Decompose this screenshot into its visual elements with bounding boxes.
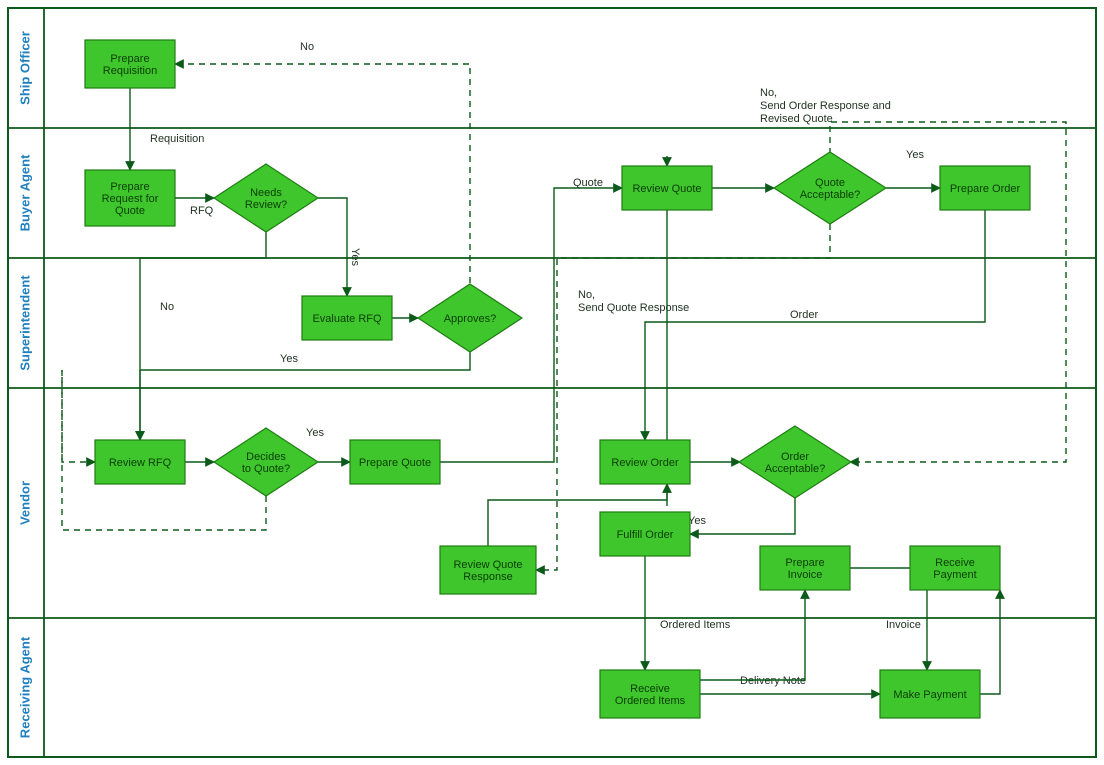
decision-label: Approves? (444, 313, 497, 325)
decision-label: Acceptable? (800, 189, 861, 201)
decision-label: to Quote? (242, 463, 290, 475)
edge (700, 590, 805, 680)
process-label: Review Quote (632, 183, 701, 195)
lane-label-super: Superintendent (17, 275, 32, 371)
edge (175, 64, 470, 283)
process-label: Prepare Quote (359, 457, 431, 469)
process-label: Receive (630, 683, 670, 695)
lane-label-recv: Receiving Agent (17, 636, 32, 738)
edge-label: Yes (906, 149, 924, 161)
process-label: Prepare (110, 181, 149, 193)
process-label: Requisition (103, 65, 157, 77)
edge-label: No, (578, 289, 595, 301)
decision-label: Acceptable? (765, 463, 826, 475)
edge (140, 232, 266, 440)
process-label: Invoice (788, 569, 823, 581)
edge (318, 198, 347, 296)
process-label: Ordered Items (615, 695, 686, 707)
process-label: Review Quote (453, 559, 522, 571)
edge (140, 352, 470, 370)
edge-label: Yes (280, 353, 298, 365)
edge (980, 590, 1000, 694)
edge-label: No, (760, 87, 777, 99)
swimlane-flowchart: Ship Officer Buyer Agent Superintendent Ven… (0, 0, 1104, 765)
process-label: Prepare (110, 53, 149, 65)
edge (645, 210, 985, 440)
process-label: Request for (102, 193, 159, 205)
lane-label-vendor: Vendor (17, 481, 32, 525)
edge-label: Revised Quote (760, 113, 833, 125)
edge-label: Quote (573, 177, 603, 189)
edge-label: Ordered Items (660, 619, 731, 631)
edge-label: Yes (349, 248, 361, 266)
edge-label: Send Quote Response (578, 302, 689, 314)
process-label: Prepare (785, 557, 824, 569)
process-label: Prepare Order (950, 183, 1021, 195)
lane-label-buyer: Buyer Agent (17, 154, 32, 231)
edge-label: Delivery Note (740, 675, 806, 687)
decision-label: Order (781, 451, 809, 463)
process-label: Quote (115, 205, 145, 217)
process-label: Review Order (611, 457, 679, 469)
decision-label: Decides (246, 451, 286, 463)
process-label: Receive (935, 557, 975, 569)
edge-label: Invoice (886, 619, 921, 631)
process-label: Evaluate RFQ (312, 313, 382, 325)
decision-label: Needs (250, 187, 282, 199)
process-label: Response (463, 571, 513, 583)
edge-label: Yes (688, 515, 706, 527)
frame (8, 8, 1096, 757)
process-label: Fulfill Order (617, 529, 674, 541)
edge (62, 370, 95, 462)
lane-label-ship: Ship Officer (17, 31, 32, 105)
edge-label: No (160, 301, 174, 313)
edge-label: Order (790, 309, 818, 321)
edge-label: Yes (306, 427, 324, 439)
edge-label: Send Order Response and (760, 100, 891, 112)
edge-label: Requisition (150, 133, 204, 145)
edge-label: No (300, 41, 314, 53)
process-label: Review RFQ (109, 457, 172, 469)
process-label: Payment (933, 569, 976, 581)
edge-label: RFQ (190, 205, 214, 217)
decision-label: Quote (815, 177, 845, 189)
process-label: Make Payment (893, 689, 966, 701)
decision-label: Review? (245, 199, 287, 211)
